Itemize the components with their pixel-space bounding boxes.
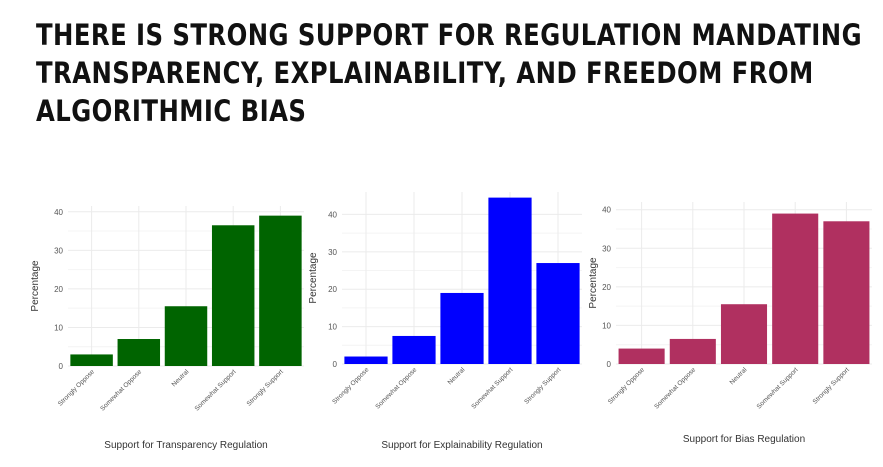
transparency-xtick-0: Strongly Oppose: [57, 368, 96, 407]
transparency-xtick-1: Somewhat Oppose: [99, 368, 143, 412]
bias-xtick-1: Somewhat Oppose: [653, 366, 697, 410]
bias-bar-2: [720, 304, 768, 364]
bias-bar-3: [772, 213, 819, 364]
transparency-bar-2: [164, 306, 208, 366]
explainability-xtick-3: Somewhat Support: [470, 366, 514, 410]
transparency-xtick-3: Somewhat Support: [194, 368, 238, 412]
bias-ytick-4: 40: [602, 206, 611, 215]
transparency-ytick-3: 30: [54, 246, 63, 255]
bias-ytick-2: 20: [602, 283, 611, 292]
transparency-ytick-4: 40: [54, 208, 63, 217]
transparency-x-axis-title: Support for Transparency Regulation: [104, 440, 267, 451]
bias-xtick-4: Strongly Support: [812, 366, 851, 405]
bias-xtick-0: Strongly Oppose: [607, 366, 646, 405]
headline-line-1: THERE IS STRONG SUPPORT FOR REGULATION M…: [36, 18, 862, 52]
explainability-chart: 0 10 20 30 40 Strongly Oppose Somewhat Oppose N…: [306, 186, 588, 465]
explainability-xtick-1: Somewhat Oppose: [374, 366, 418, 410]
bias-ytick-3: 30: [602, 244, 611, 253]
bias-bar-1: [669, 338, 716, 364]
explainability-y-axis-title: Percentage: [308, 252, 319, 304]
transparency-bar-0: [70, 354, 113, 366]
bias-xtick-3: Somewhat Support: [756, 366, 800, 410]
transparency-chart-svg: 0 10 20 30 40 Strongly Oppose Somewhat Oppose N…: [30, 206, 304, 451]
bias-bar-0: [618, 348, 665, 364]
explainability-bar-0: [344, 356, 388, 364]
transparency-xtick-2: Neutral: [171, 368, 191, 388]
explainability-bar-3: [488, 197, 532, 364]
explainability-ytick-1: 10: [328, 323, 337, 332]
transparency-bar-3: [211, 225, 255, 366]
bias-ytick-1: 10: [602, 321, 611, 330]
explainability-bar-4: [536, 263, 580, 364]
transparency-bar-1: [117, 339, 161, 366]
explainability-ytick-3: 30: [328, 248, 337, 257]
explainability-xtick-4: Strongly Support: [523, 366, 562, 405]
transparency-bar-4: [259, 215, 302, 366]
explainability-chart-svg: 0 10 20 30 40 Strongly Oppose Somewhat Oppose N…: [308, 192, 582, 451]
bias-xtick-2: Neutral: [729, 366, 749, 386]
explainability-x-axis-title: Support for Explainability Regulation: [381, 440, 542, 451]
explainability-ytick-4: 40: [328, 210, 337, 219]
transparency-chart: 0 10 20 30 40 Strongly Oppose Somewhat Oppose N…: [26, 198, 308, 465]
bias-bar-4: [823, 221, 870, 364]
bias-x-axis-title: Support for Bias Regulation: [683, 434, 805, 445]
headline-line-3: ALGORITHMIC BIAS: [36, 94, 307, 128]
transparency-y-axis-title: Percentage: [30, 260, 41, 312]
explainability-bar-2: [440, 292, 484, 364]
explainability-xtick-0: Strongly Oppose: [331, 366, 370, 405]
transparency-ytick-0: 0: [59, 362, 64, 371]
page-headline: THERE IS STRONG SUPPORT FOR REGULATION M…: [36, 16, 862, 130]
transparency-xtick-4: Strongly Support: [246, 368, 285, 407]
explainability-bar-1: [392, 335, 436, 364]
explainability-xtick-2: Neutral: [447, 366, 467, 386]
explainability-ytick-0: 0: [333, 360, 338, 369]
bias-chart: 0 10 20 30 40 Strongly Oppose Somewhat Oppose N…: [586, 196, 876, 463]
bias-chart-svg: 0 10 20 30 40 Strongly Oppose Somewhat Oppose N…: [588, 202, 872, 445]
bias-y-axis-title: Percentage: [588, 257, 599, 309]
explainability-ytick-2: 20: [328, 285, 337, 294]
transparency-ytick-1: 10: [54, 323, 63, 332]
headline-line-2: TRANSPARENCY, EXPLAINABILITY, AND FREEDO…: [36, 56, 814, 90]
bias-ytick-0: 0: [607, 360, 612, 369]
transparency-ytick-2: 20: [54, 285, 63, 294]
